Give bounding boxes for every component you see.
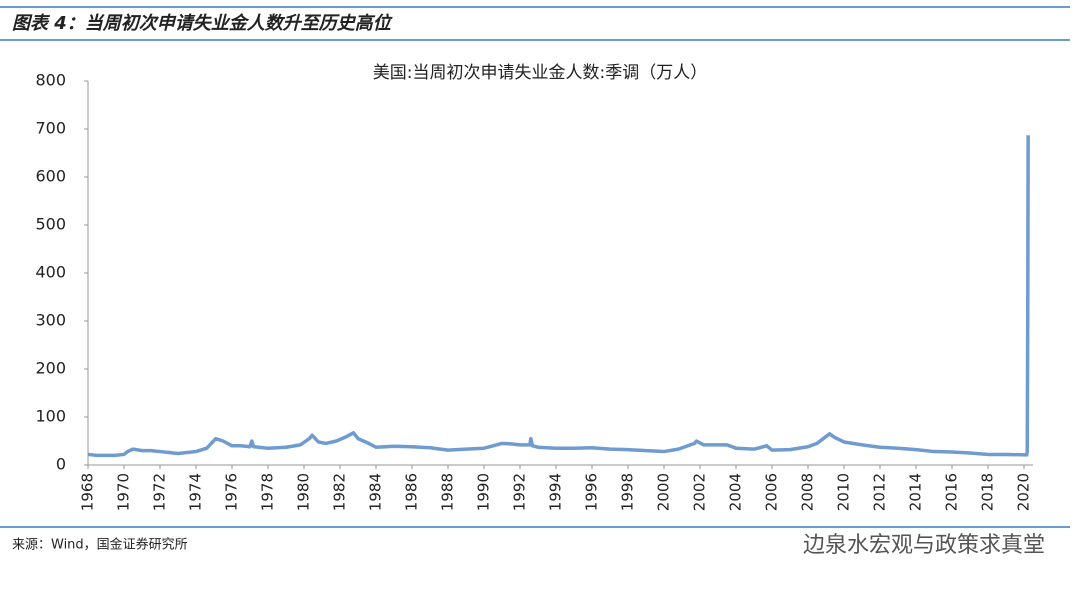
x-tick-label: 2020: [1015, 473, 1033, 511]
x-tick-label: 1998: [619, 473, 637, 511]
x-tick-label: 1978: [259, 473, 277, 511]
y-tick-label: 500: [35, 215, 66, 234]
data-line: [87, 135, 1030, 458]
x-tick-label: 1990: [475, 473, 493, 511]
x-tick-label: 1992: [511, 473, 529, 511]
x-tick-label: 2012: [871, 473, 889, 511]
y-tick-label: 0: [56, 455, 66, 474]
y-tick-label: 300: [35, 311, 66, 330]
x-tick-label: 1982: [331, 473, 349, 511]
y-tick-label: 100: [35, 407, 66, 426]
header-title: 图表 4：当周初次申请失业金人数升至历史高位: [12, 13, 393, 34]
x-tick-label: 1976: [223, 473, 241, 511]
y-tick-label: 800: [35, 71, 66, 90]
x-tick-label: 1994: [547, 473, 565, 511]
x-tick-label: 2000: [655, 473, 673, 511]
x-tick-label: 2018: [979, 473, 997, 511]
y-tick-label: 700: [35, 119, 66, 138]
chart-title: 美国:当周初次申请失业金人数:季调（万人）: [373, 63, 707, 83]
x-tick-label: 1988: [439, 473, 457, 511]
x-tick-label: 1996: [583, 473, 601, 511]
y-tick-label: 200: [35, 359, 66, 378]
x-tick-label: 2006: [763, 473, 781, 511]
x-tick-label: 1972: [151, 473, 169, 511]
x-tick-label: 1974: [187, 473, 205, 511]
y-tick-label: 600: [35, 167, 66, 186]
x-tick-label: 2008: [799, 473, 817, 511]
x-tick-label: 1980: [295, 473, 313, 511]
x-tick-label: 1970: [115, 473, 133, 511]
x-tick-label: 2014: [907, 473, 925, 511]
x-tick-label: 2002: [691, 473, 709, 511]
y-tick-label: 400: [35, 263, 66, 282]
x-tick-label: 2004: [727, 473, 745, 511]
watermark: 边泉水宏观与政策求真堂: [803, 533, 1045, 558]
x-tick-label: 1984: [367, 473, 385, 511]
x-tick-label: 2016: [943, 473, 961, 511]
x-tick-label: 1968: [79, 473, 97, 511]
x-tick-label: 2010: [835, 473, 853, 511]
x-tick-label: 1986: [403, 473, 421, 511]
source: 来源：Wind，国金证券研究所: [12, 537, 188, 553]
